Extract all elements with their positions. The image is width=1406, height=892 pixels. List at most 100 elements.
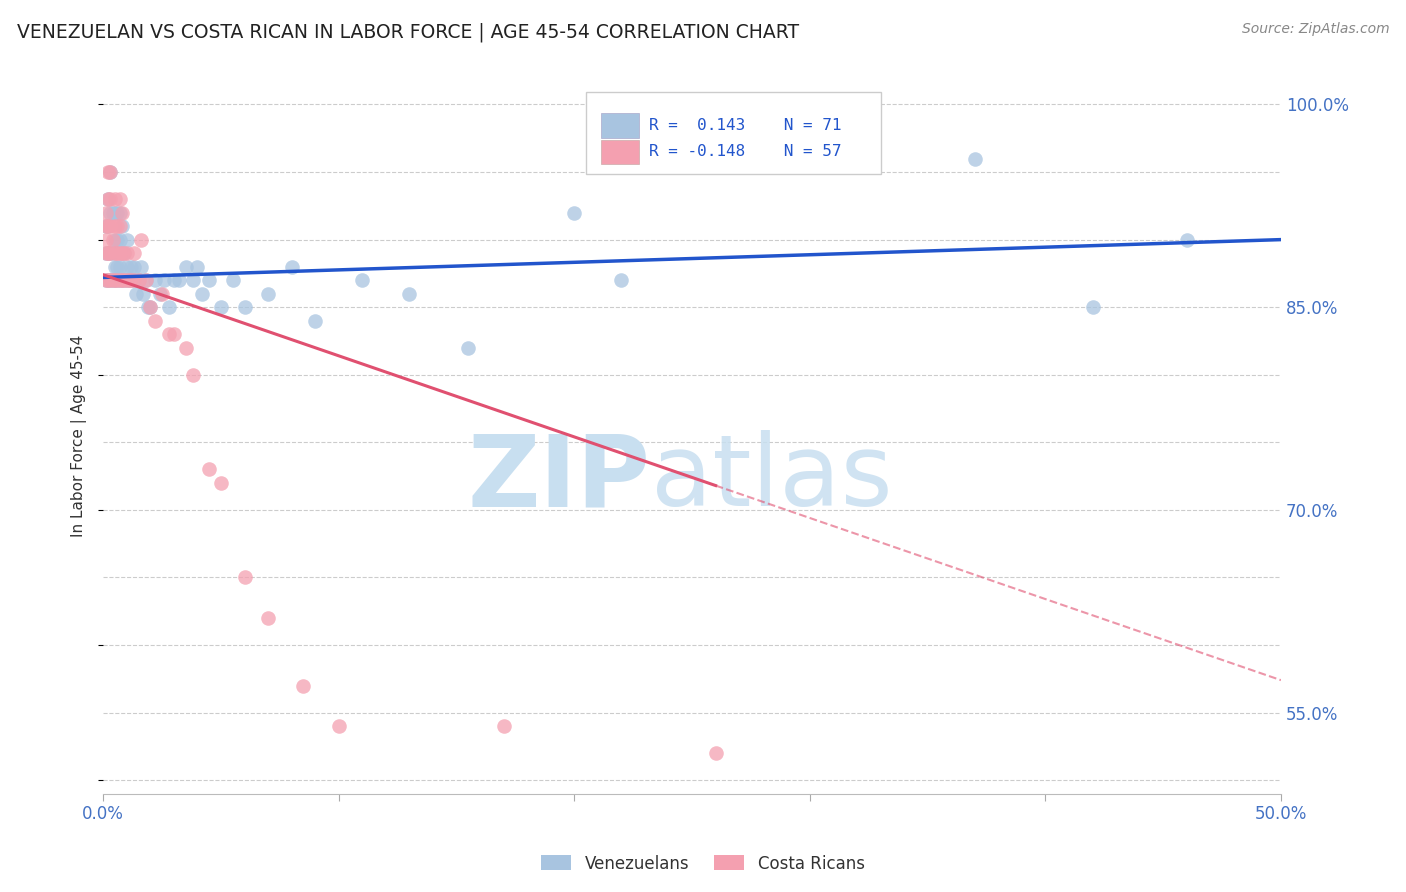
Point [704,746,727,760]
FancyBboxPatch shape [602,139,640,164]
Point [139,300,162,314]
Point [111,246,134,260]
Point [94,273,117,287]
Point [101,233,124,247]
Point [98,273,121,287]
Point [181,273,204,287]
Point [118,273,141,287]
Point [129,260,152,274]
Point [398,286,420,301]
Point [97,219,120,233]
Point [98,246,121,260]
Point [112,246,135,260]
Point [98,165,121,179]
Point [118,273,141,287]
Point [257,611,280,625]
Point [94,273,117,287]
Point [149,286,172,301]
Point [122,246,145,260]
Point [94,219,117,233]
Point [108,260,131,274]
Point [233,300,256,314]
Point [98,219,121,233]
Point [122,273,145,287]
Text: VENEZUELAN VS COSTA RICAN IN LABOR FORCE | AGE 45-54 CORRELATION CHART: VENEZUELAN VS COSTA RICAN IN LABOR FORCE… [17,22,799,42]
Point [304,314,326,328]
Point [112,246,135,260]
Point [163,327,186,342]
FancyBboxPatch shape [586,92,880,174]
Point [104,273,127,287]
Point [101,205,124,219]
Point [108,192,131,206]
Point [1175,233,1198,247]
Point [136,300,159,314]
Point [108,273,131,287]
Point [139,300,162,314]
Point [105,205,128,219]
Point [115,246,138,260]
Point [191,286,214,301]
Point [98,246,121,260]
Point [352,273,374,287]
Point [157,300,180,314]
Point [105,246,128,260]
Point [97,246,120,260]
Point [174,341,197,355]
Point [101,273,124,287]
Point [97,219,120,233]
Point [101,273,124,287]
FancyBboxPatch shape [602,113,640,137]
Point [111,205,134,219]
Point [97,165,120,179]
Point [163,273,186,287]
Y-axis label: In Labor Force | Age 45-54: In Labor Force | Age 45-54 [72,334,87,537]
Point [104,273,127,287]
Point [115,233,138,247]
Point [121,260,143,274]
Point [112,273,135,287]
Point [963,152,986,166]
Point [94,233,117,247]
Point [94,246,117,260]
Point [125,286,148,301]
Point [198,273,221,287]
Point [104,219,127,233]
Point [104,233,127,247]
Point [135,273,157,287]
Point [104,246,127,260]
Point [209,300,232,314]
Point [257,286,280,301]
Point [128,273,150,287]
Point [122,273,145,287]
Point [108,219,131,233]
Point [97,273,120,287]
Point [108,246,131,260]
Point [121,273,143,287]
Point [105,233,128,247]
Point [108,233,131,247]
Point [98,192,121,206]
Point [98,165,121,179]
Point [111,273,134,287]
Point [167,273,190,287]
Text: atlas: atlas [651,430,893,527]
Point [280,260,302,274]
Point [209,475,232,490]
Point [115,273,138,287]
Point [115,273,138,287]
Point [610,273,633,287]
Text: Source: ZipAtlas.com: Source: ZipAtlas.com [1241,22,1389,37]
Point [97,192,120,206]
Point [222,273,245,287]
Point [1081,300,1104,314]
Point [104,260,127,274]
Point [105,219,128,233]
Point [98,273,121,287]
Text: R = -0.148    N = 57: R = -0.148 N = 57 [648,145,841,160]
Point [111,273,134,287]
Point [181,368,204,382]
Point [150,286,173,301]
Point [111,246,134,260]
Point [143,273,166,287]
